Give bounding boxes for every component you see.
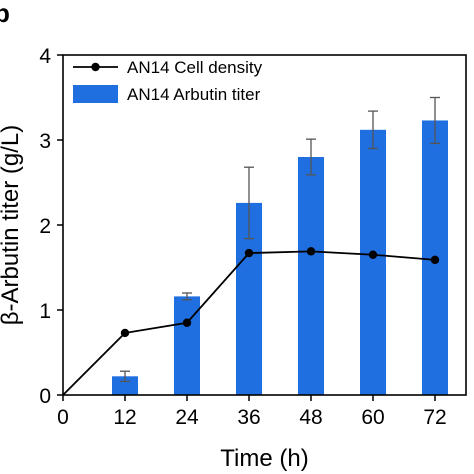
legend-label-cell-density: AN14 Cell density	[127, 58, 263, 77]
data-point	[306, 247, 316, 256]
error-bar	[306, 138, 316, 176]
error-bar	[182, 292, 192, 301]
y-tick-label: 4	[39, 45, 51, 68]
legend-label-arbutin-titer: AN14 Arbutin titer	[127, 85, 261, 104]
x-tick-label: 24	[175, 406, 199, 429]
data-point	[430, 255, 440, 265]
y-tick-label: 0	[39, 385, 51, 408]
x-tick-label: 0	[57, 406, 69, 429]
x-tick-label: 12	[113, 406, 136, 429]
legend-marker	[91, 62, 100, 72]
y-tick-label: 1	[39, 300, 51, 323]
x-axis-title: Time (h)	[220, 445, 308, 472]
axes-frame	[62, 54, 467, 396]
panel-letter: b	[0, 0, 10, 28]
error-bar	[430, 96, 440, 145]
x-tick-label: 36	[237, 406, 260, 429]
data-point	[368, 250, 378, 259]
error-bar	[368, 110, 378, 150]
bar	[112, 376, 138, 395]
data-point	[120, 328, 130, 338]
legend: AN14 Cell density AN14 Arbutin titer	[73, 58, 263, 104]
x-tick-label: 72	[423, 406, 446, 429]
legend-bar-swatch	[73, 85, 118, 103]
error-bar	[244, 166, 254, 240]
y-tick-label: 2	[39, 215, 51, 238]
x-tick-label: 60	[361, 406, 384, 429]
bar	[298, 157, 324, 395]
data-point	[244, 248, 254, 258]
bar	[360, 129, 386, 396]
data-point	[182, 318, 192, 327]
y-tick-label: 3	[39, 130, 51, 153]
x-tick-label: 48	[299, 406, 322, 429]
y-axis-title: β-Arbutin titer (g/L)	[0, 125, 24, 326]
error-bar	[120, 370, 130, 383]
